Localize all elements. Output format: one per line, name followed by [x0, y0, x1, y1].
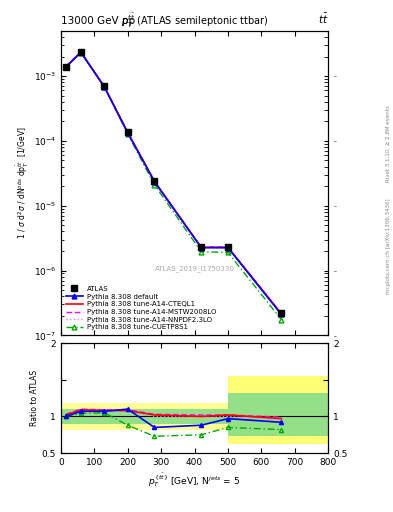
Pythia 8.308 tune-CUETP8S1 — [125, 131, 130, 137]
Pythia 8.308 tune-CUETP8S1 — [279, 316, 284, 323]
Pythia 8.308 tune-A14-MSTW2008LO — [279, 310, 284, 316]
Text: $t\bar{t}$: $t\bar{t}$ — [318, 11, 328, 26]
Text: ATLAS_2019_I1750330: ATLAS_2019_I1750330 — [154, 265, 235, 272]
Text: mcplots.cern.ch [arXiv:1306.3436]: mcplots.cern.ch [arXiv:1306.3436] — [386, 198, 391, 293]
Pythia 8.308 default — [64, 64, 68, 70]
Pythia 8.308 tune-A14-MSTW2008LO — [102, 83, 107, 90]
Pythia 8.308 tune-A14-NNPDF2.3LO — [79, 49, 83, 55]
Pythia 8.308 tune-A14-NNPDF2.3LO — [102, 84, 107, 90]
Pythia 8.308 default — [226, 245, 230, 251]
Pythia 8.308 tune-A14-CTEQL1 — [226, 244, 230, 250]
Pythia 8.308 tune-A14-CTEQL1 — [79, 49, 83, 55]
Pythia 8.308 tune-A14-CTEQL1 — [279, 311, 284, 317]
Pythia 8.308 tune-A14-NNPDF2.3LO — [125, 130, 130, 136]
Pythia 8.308 tune-A14-NNPDF2.3LO — [279, 311, 284, 317]
Pythia 8.308 default — [102, 84, 107, 90]
Y-axis label: Ratio to ATLAS: Ratio to ATLAS — [30, 370, 39, 426]
Pythia 8.308 tune-A14-CTEQL1 — [64, 63, 68, 70]
Line: Pythia 8.308 tune-A14-CTEQL1: Pythia 8.308 tune-A14-CTEQL1 — [66, 52, 281, 314]
Pythia 8.308 tune-A14-CTEQL1 — [199, 244, 204, 250]
Legend: ATLAS, Pythia 8.308 default, Pythia 8.308 tune-A14-CTEQL1, Pythia 8.308 tune-A14: ATLAS, Pythia 8.308 default, Pythia 8.30… — [63, 283, 219, 333]
Line: Pythia 8.308 default: Pythia 8.308 default — [64, 50, 284, 317]
Pythia 8.308 default — [279, 311, 284, 317]
Pythia 8.308 tune-A14-MSTW2008LO — [226, 244, 230, 250]
Text: 13000 GeV pp: 13000 GeV pp — [61, 15, 135, 26]
Text: Rivet 3.1.10, ≥ 2.8M events: Rivet 3.1.10, ≥ 2.8M events — [386, 105, 391, 182]
Line: Pythia 8.308 tune-A14-MSTW2008LO: Pythia 8.308 tune-A14-MSTW2008LO — [66, 52, 281, 313]
Pythia 8.308 tune-A14-NNPDF2.3LO — [199, 245, 204, 251]
Pythia 8.308 tune-A14-MSTW2008LO — [199, 244, 204, 250]
Line: Pythia 8.308 tune-CUETP8S1: Pythia 8.308 tune-CUETP8S1 — [64, 50, 284, 322]
Pythia 8.308 default — [125, 130, 130, 136]
Pythia 8.308 tune-A14-NNPDF2.3LO — [226, 245, 230, 251]
Pythia 8.308 default — [199, 245, 204, 251]
X-axis label: $p^{\{t\bar{t}\}}_{T}$ [GeV], N$^{jets}$ = 5: $p^{\{t\bar{t}\}}_{T}$ [GeV], N$^{jets}$… — [149, 471, 241, 489]
Pythia 8.308 tune-A14-NNPDF2.3LO — [64, 63, 68, 70]
Title: $p_T^{t\bar{t}}$ (ATLAS semileptonic ttbar): $p_T^{t\bar{t}}$ (ATLAS semileptonic ttb… — [121, 12, 268, 30]
Pythia 8.308 tune-A14-CTEQL1 — [125, 130, 130, 136]
Pythia 8.308 tune-CUETP8S1 — [152, 182, 157, 188]
Pythia 8.308 tune-A14-CTEQL1 — [152, 178, 157, 184]
Pythia 8.308 tune-CUETP8S1 — [64, 64, 68, 70]
Pythia 8.308 tune-CUETP8S1 — [199, 249, 204, 255]
Pythia 8.308 tune-A14-NNPDF2.3LO — [152, 179, 157, 185]
Pythia 8.308 tune-CUETP8S1 — [226, 249, 230, 255]
Pythia 8.308 default — [79, 49, 83, 55]
Pythia 8.308 tune-CUETP8S1 — [79, 50, 83, 56]
Pythia 8.308 tune-CUETP8S1 — [102, 84, 107, 90]
Pythia 8.308 tune-A14-MSTW2008LO — [79, 49, 83, 55]
Pythia 8.308 tune-A14-MSTW2008LO — [152, 178, 157, 184]
Pythia 8.308 default — [152, 179, 157, 185]
Line: Pythia 8.308 tune-A14-NNPDF2.3LO: Pythia 8.308 tune-A14-NNPDF2.3LO — [66, 52, 281, 314]
Pythia 8.308 tune-A14-MSTW2008LO — [125, 129, 130, 135]
Pythia 8.308 tune-A14-MSTW2008LO — [64, 63, 68, 70]
Pythia 8.308 tune-A14-CTEQL1 — [102, 83, 107, 90]
Y-axis label: 1 / $\sigma$ d$^2\sigma$ / dN$^{obs}$ dp$^{\bar{t}t}_{T}$  [1/GeV]: 1 / $\sigma$ d$^2\sigma$ / dN$^{obs}$ dp… — [15, 126, 31, 240]
